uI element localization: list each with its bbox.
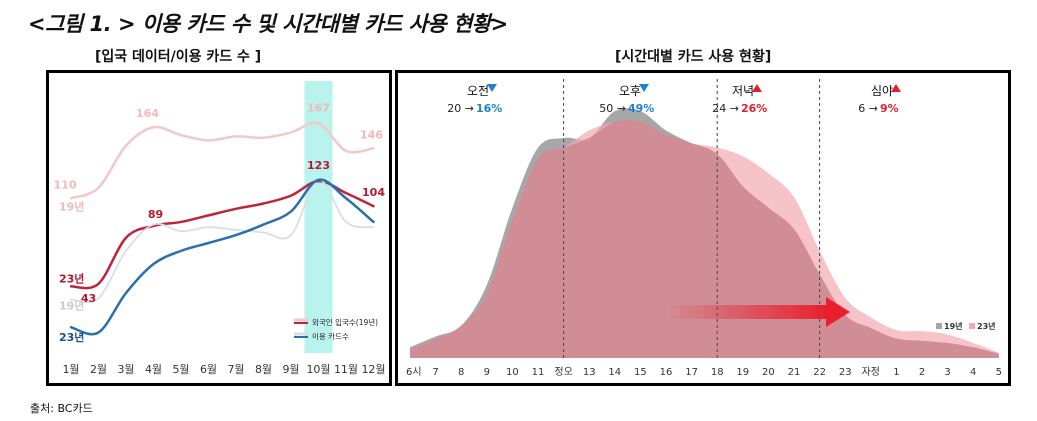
data-label: 167 <box>307 101 330 114</box>
x-tick-label: 7월 <box>227 363 244 376</box>
x-tick-label: 7 <box>432 367 438 378</box>
period-share: 49% <box>628 102 654 115</box>
area-overlap <box>410 120 999 358</box>
x-tick-label: 1월 <box>62 363 79 376</box>
legend-swatch <box>936 323 942 329</box>
down-triangle-icon <box>487 84 497 92</box>
x-tick-label: 4 <box>970 367 976 378</box>
x-tick-label: 20 <box>762 367 775 378</box>
data-label: 146 <box>360 128 383 141</box>
period-share: 9% <box>880 102 899 115</box>
series-year-label: 23년 <box>59 271 84 285</box>
series-year-label: 19년 <box>59 299 84 313</box>
source-note: 출처: BC카드 <box>30 402 93 415</box>
data-label: 123 <box>307 159 330 172</box>
x-tick-label: 11월 <box>334 363 358 376</box>
down-triangle-icon <box>639 84 649 92</box>
period-change: 6 → <box>858 102 878 115</box>
x-tick-label: 12월 <box>361 363 385 376</box>
up-triangle-icon <box>752 84 762 92</box>
series-line-3 <box>69 178 375 336</box>
left-line-chart: 110 164 167 146 43 89 123 104 19년 23년 19년 23년 1월 2월 3월… <box>54 81 386 376</box>
x-tick-label: 9월 <box>282 363 299 376</box>
x-tick-label: 13 <box>583 367 596 378</box>
figure-title: <그림 1. > 이용 카드 수 및 시간대별 카드 사용 현황> <box>28 12 508 36</box>
period-name: 저녁 <box>732 84 754 98</box>
x-tick-label: 16 <box>660 367 673 378</box>
period-name: 오전 <box>467 84 489 98</box>
x-tick-label: 6월 <box>200 363 217 376</box>
legend-label: 23년 <box>977 321 996 331</box>
left-chart-title: [입국 데이터/이용 카드 수 ] <box>95 49 262 65</box>
x-tick-label: 5월 <box>172 363 189 376</box>
x-tick-label: 6시 <box>406 366 422 378</box>
data-label: 110 <box>54 178 77 191</box>
x-tick-label: 23 <box>839 367 852 378</box>
highlight-band <box>304 81 333 353</box>
legend-label: 19년 <box>944 321 963 331</box>
right-chart-title: [시간대별 카드 사용 현황] <box>615 49 772 65</box>
period-name: 심야 <box>871 84 893 98</box>
x-tick-label: 11 <box>532 367 545 378</box>
right-chart-panel: 오전 20 → 16% 오후 50 → 49% 저녁 24 → 26% 심야 6 → 9% 19… <box>395 70 1011 386</box>
x-tick-label: 4월 <box>145 363 162 376</box>
period-change: 24 → <box>712 102 739 115</box>
period-share: 16% <box>476 102 502 115</box>
trend-arrow-icon <box>826 297 850 327</box>
x-tick-label: 5 <box>996 367 1002 378</box>
x-tick-label: 정오 <box>554 366 572 378</box>
period-share: 26% <box>741 102 767 115</box>
period-name: 오후 <box>619 84 641 98</box>
x-tick-label: 1 <box>893 367 899 378</box>
x-tick-label: 18 <box>711 367 724 378</box>
up-triangle-icon <box>891 84 901 92</box>
x-tick-label: 2 <box>919 367 925 378</box>
period-change: 20 → <box>447 102 474 115</box>
legend-label: 외국인 입국수(19년) <box>312 317 378 327</box>
left-chart-panel: 110 164 167 146 43 89 123 104 19년 23년 19년 23년 1월 2월 3월… <box>46 70 392 386</box>
data-label: 89 <box>148 208 163 221</box>
legend-label: 이용 카드수 <box>312 331 349 341</box>
x-tick-label: 9 <box>484 367 490 378</box>
x-tick-label: 19 <box>736 367 749 378</box>
series-year-label: 23년 <box>59 330 84 344</box>
x-tick-label: 3 <box>944 367 950 378</box>
data-label: 104 <box>362 186 385 199</box>
series-line-1 <box>69 179 375 290</box>
series-year-label: 19년 <box>59 199 84 213</box>
legend-swatch <box>969 323 975 329</box>
x-tick-label: 21 <box>788 367 801 378</box>
period-change: 50 → <box>599 102 626 115</box>
data-label: 43 <box>81 292 96 305</box>
series-line-0 <box>69 121 375 200</box>
x-tick-label: 10 <box>506 367 519 378</box>
x-tick-label: 17 <box>685 367 698 378</box>
x-tick-label: 22 <box>813 367 826 378</box>
x-tick-label: 8월 <box>255 363 272 376</box>
trend-arrow-body <box>666 305 828 319</box>
x-tick-label: 14 <box>608 367 621 378</box>
x-tick-label: 3월 <box>117 363 134 376</box>
data-label: 164 <box>136 107 159 120</box>
x-tick-label: 10월 <box>306 363 330 376</box>
x-tick-label: 2월 <box>90 363 107 376</box>
x-tick-label: 8 <box>458 367 464 378</box>
x-tick-label: 15 <box>634 367 647 378</box>
x-tick-label: 자정 <box>862 366 880 378</box>
